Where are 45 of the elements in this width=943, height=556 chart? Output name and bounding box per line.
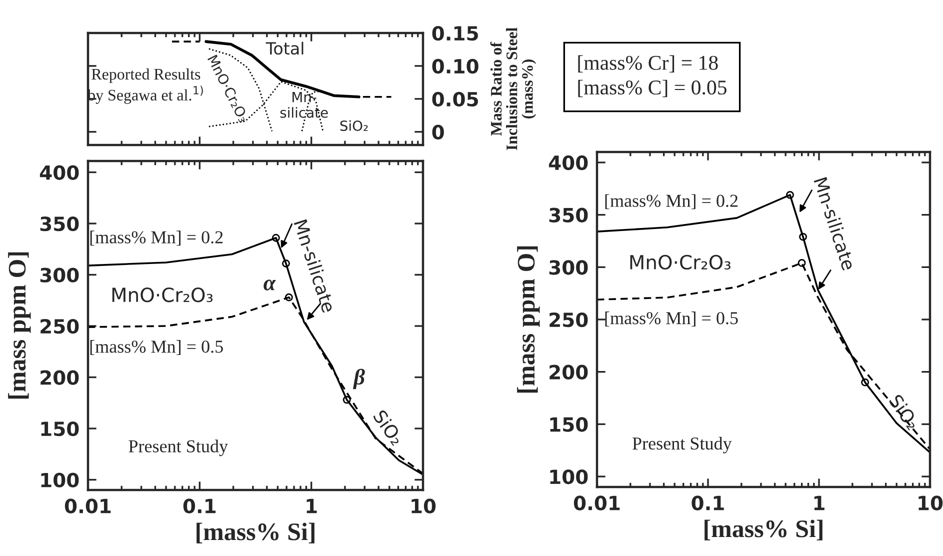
series-label: Total — [266, 42, 304, 55]
text: [mass% Cr] = 18 [mass% C] = 0.05 — [578, 55, 726, 98]
annotation: Present Study — [632, 436, 732, 454]
y2-tick-label: 0.05 — [432, 92, 478, 107]
annotation: MnO·Cr₂O₃ — [112, 287, 213, 302]
x-tick-label: 0.01 — [574, 496, 620, 510]
y-tick-label: 300 — [40, 268, 79, 282]
y-tick-label: 100 — [41, 472, 79, 488]
y-tick-label: 250 — [550, 312, 588, 328]
annotation: Present Study — [128, 440, 228, 456]
y-tick-label: 300 — [549, 260, 588, 275]
y-tick-label: 250 — [40, 318, 79, 334]
y-axis-title: [mass ppm O] — [517, 246, 540, 393]
annotation: β — [352, 368, 365, 390]
x-tick-label: 0.01 — [64, 498, 111, 514]
annotation: α — [264, 280, 276, 290]
annotation: Mn- silicate — [280, 92, 328, 118]
x-tick-label: 1 — [814, 496, 824, 510]
y-tick-label: 150 — [550, 417, 588, 432]
y-tick-label: 400 — [548, 155, 588, 170]
x-axis-title: [mass% Si] — [704, 520, 822, 540]
y-tick-label: 150 — [41, 421, 79, 436]
y2-tick-label: 0 — [432, 124, 444, 140]
x-tick-label: 1 — [306, 498, 317, 514]
x-axis-title: [mass% Si] — [196, 522, 314, 544]
y2-axis-title: Mass Ratio of Inclusions to Steel (mass%) — [490, 28, 536, 150]
y-tick-label: 200 — [40, 370, 79, 385]
series-label: [mass% Mn] = 0.5 — [605, 312, 738, 326]
y-tick-label: 200 — [550, 364, 588, 380]
x-tick-label: 10 — [412, 498, 436, 514]
x-tick-label: 0.1 — [183, 498, 216, 514]
x-tick-label: 0.1 — [692, 496, 724, 510]
series-label: [mass% Mn] = 0.5 — [90, 340, 223, 355]
y-axis-title: [mass ppm O] — [8, 252, 31, 399]
y-tick-label: 400 — [40, 165, 79, 180]
series-label: [mass% Mn] = 0.2 — [90, 230, 223, 246]
y2-tick-label: 0.15 — [432, 26, 478, 41]
x-tick-label: 10 — [918, 496, 943, 510]
annotation: SiO₂ — [340, 120, 368, 131]
series-label: [mass% Mn] = 0.2 — [605, 194, 738, 210]
y-tick-label: 350 — [549, 208, 588, 222]
y-tick-label: 350 — [40, 216, 79, 232]
y2-tick-label: 0.10 — [432, 58, 478, 74]
annotation: MnO·Cr₂O₃ — [630, 254, 730, 270]
y-tick-label: 100 — [550, 469, 588, 484]
